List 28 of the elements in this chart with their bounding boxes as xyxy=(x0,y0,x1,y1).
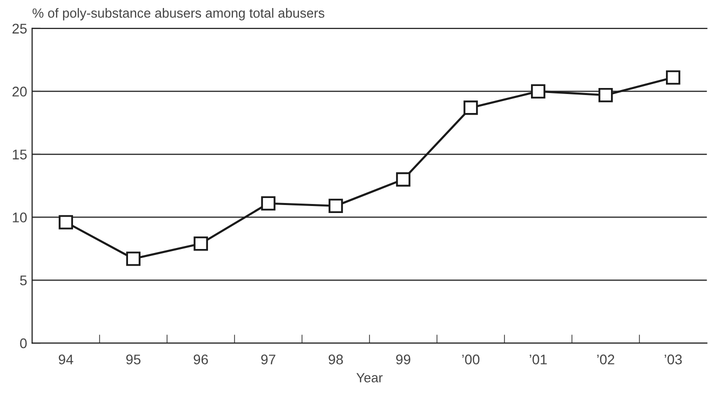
point xyxy=(126,252,140,266)
x-tick-label: 98 xyxy=(328,354,343,364)
y-tick-label: 0 xyxy=(20,338,27,348)
x-tick-label: 95 xyxy=(126,354,140,364)
point xyxy=(328,198,343,214)
x-tick-label: 97 xyxy=(261,354,276,364)
y-tick-label: 15 xyxy=(12,150,27,160)
x-tick-label: ’02 xyxy=(597,354,614,364)
point xyxy=(464,100,478,115)
x-axis-title: Year xyxy=(356,373,383,382)
y-axis-title: % of poly-substance abusers among total abusers xyxy=(32,8,324,20)
point xyxy=(666,70,680,85)
x-tick-label: ’03 xyxy=(664,354,682,364)
x-tick-label: 94 xyxy=(58,354,74,364)
x-tick-label: 99 xyxy=(396,354,410,364)
y-tick-label: 20 xyxy=(12,86,27,97)
point xyxy=(194,236,208,251)
x-tick-label: ’01 xyxy=(530,354,547,364)
point xyxy=(598,88,613,102)
x-tick-label: 96 xyxy=(194,354,208,364)
y-tick-label: 25 xyxy=(12,24,27,34)
point xyxy=(261,196,276,211)
x-tick-label: ’00 xyxy=(462,354,480,364)
y-tick-label: 10 xyxy=(12,212,27,222)
point xyxy=(396,172,410,187)
y-tick-label: 5 xyxy=(20,276,27,286)
point xyxy=(531,84,546,99)
point xyxy=(58,215,74,230)
